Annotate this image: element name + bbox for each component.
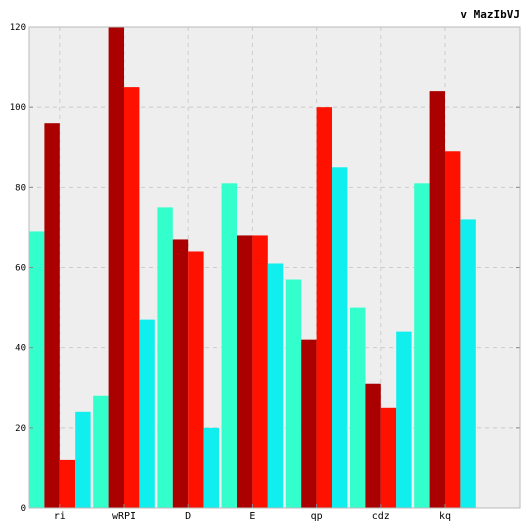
bar xyxy=(221,183,237,508)
bar xyxy=(188,251,204,508)
bar xyxy=(316,107,332,509)
bar xyxy=(429,91,445,508)
bar xyxy=(365,383,381,508)
x-tick-label: D xyxy=(185,511,191,522)
bar xyxy=(203,427,219,508)
bar xyxy=(124,87,140,509)
bar xyxy=(285,279,302,508)
y-tick-label: 100 xyxy=(10,103,26,113)
y-tick-label: 0 xyxy=(21,504,26,514)
bar xyxy=(75,411,91,508)
bar xyxy=(301,339,317,508)
plot-frame xyxy=(28,26,521,509)
bar xyxy=(460,219,476,508)
bar xyxy=(445,151,461,508)
bar xyxy=(139,319,155,508)
y-tick-label: 60 xyxy=(15,264,26,274)
y-tick-label: 120 xyxy=(10,23,26,33)
x-tick-label: cdz xyxy=(372,511,390,522)
y-tick-label: 40 xyxy=(15,344,26,354)
bar xyxy=(380,407,397,508)
x-tick-label: ri xyxy=(54,511,66,522)
bar xyxy=(332,167,348,509)
bar xyxy=(172,239,189,508)
bar xyxy=(108,27,124,508)
bar xyxy=(157,207,173,509)
x-tick-label: kq xyxy=(439,511,451,522)
x-tick-label: wRPI xyxy=(112,511,136,522)
bar xyxy=(267,263,284,508)
y-tick-label: 80 xyxy=(15,183,26,193)
bar xyxy=(396,331,412,508)
bar xyxy=(237,235,253,508)
x-tick-label: E xyxy=(249,511,255,522)
bar xyxy=(93,395,109,508)
chart-title: v MazIbVJ xyxy=(460,8,520,21)
bar xyxy=(414,183,430,508)
bar xyxy=(59,459,76,508)
y-tick-label: 20 xyxy=(15,424,26,434)
bar xyxy=(252,235,268,508)
bars xyxy=(29,27,476,509)
x-tick-label: qp xyxy=(311,511,323,522)
bar xyxy=(44,123,60,508)
bar xyxy=(29,231,45,508)
bar xyxy=(350,307,366,508)
